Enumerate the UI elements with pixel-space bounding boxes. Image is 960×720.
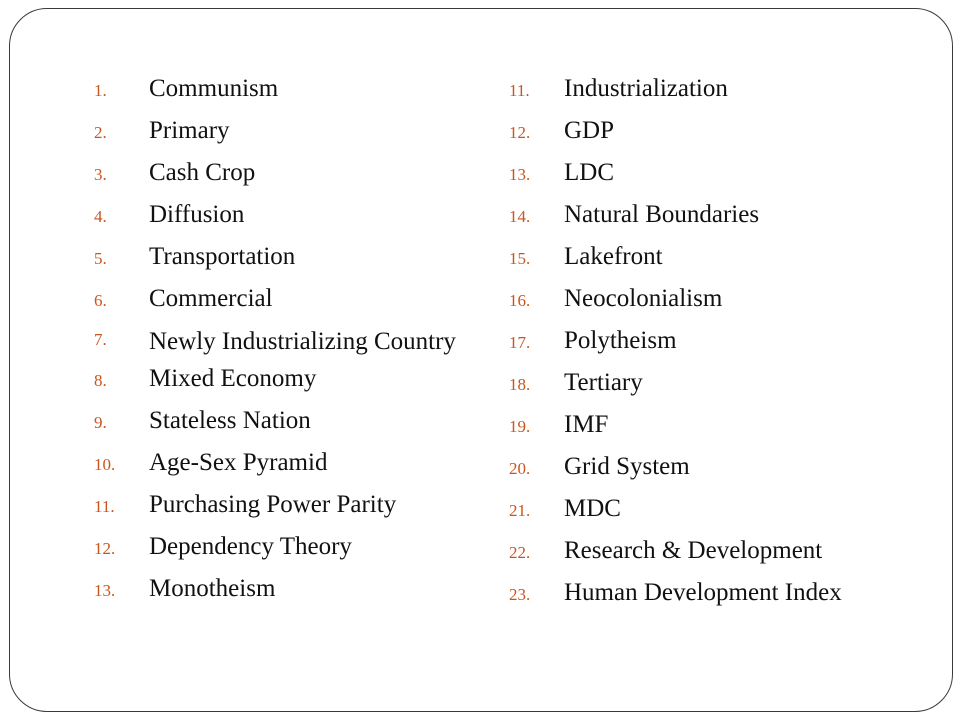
item-number: 20.: [509, 459, 531, 478]
item-number: 9.: [94, 413, 107, 432]
item-label: Purchasing Power Parity: [149, 491, 397, 518]
item-label: Dependency Theory: [149, 533, 352, 560]
item-label: Cash Crop: [149, 159, 256, 186]
item-label: Research & Development: [564, 537, 823, 564]
list-item: 4. Diffusion: [94, 201, 464, 229]
item-number: 23.: [509, 585, 531, 604]
list-item: 14. Natural Boundaries: [509, 201, 909, 229]
list-item: 7. Newly Industrializing Country: [94, 324, 464, 359]
right-term-list: 11. Industrialization 12. GDP 13. LDC 14. Na…: [509, 75, 909, 621]
item-label: Transportation: [149, 243, 296, 270]
item-label: Grid System: [564, 453, 690, 480]
list-item: 22. Research & Development: [509, 537, 909, 565]
list-item: 11. Purchasing Power Parity: [94, 491, 464, 519]
list-item: 19. IMF: [509, 411, 909, 439]
list-item: 8. Mixed Economy: [94, 365, 464, 393]
list-item: 13. LDC: [509, 159, 909, 187]
list-item: 21. MDC: [509, 495, 909, 523]
item-number: 13.: [509, 165, 531, 184]
list-item: 16. Neocolonialism: [509, 285, 909, 313]
left-term-list: 1. Communism 2. Primary 3. Cash Crop 4. Diff…: [94, 75, 464, 617]
list-item: 15. Lakefront: [509, 243, 909, 271]
item-number: 2.: [94, 123, 107, 142]
list-item: 17. Polytheism: [509, 327, 909, 355]
item-label: Age-Sex Pyramid: [149, 449, 328, 476]
item-number: 11.: [509, 81, 530, 100]
item-label: Stateless Nation: [149, 407, 311, 434]
item-number: 11.: [94, 497, 115, 516]
list-item: 18. Tertiary: [509, 369, 909, 397]
item-number: 17.: [509, 333, 531, 352]
item-label: Diffusion: [149, 201, 245, 228]
list-item: 12. Dependency Theory: [94, 533, 464, 561]
item-number: 6.: [94, 291, 107, 310]
list-item: 11. Industrialization: [509, 75, 909, 103]
item-number: 10.: [94, 455, 116, 474]
list-item: 5. Transportation: [94, 243, 464, 271]
item-label: GDP: [564, 117, 615, 144]
item-number: 12.: [94, 539, 116, 558]
item-number: 13.: [94, 581, 116, 600]
item-number: 15.: [509, 249, 531, 268]
list-item: 2. Primary: [94, 117, 464, 145]
item-number: 19.: [509, 417, 531, 436]
item-label: Neocolonialism: [564, 285, 723, 312]
list-item: 6. Commercial: [94, 285, 464, 313]
list-item: 12. GDP: [509, 117, 909, 145]
slide-frame: 1. Communism 2. Primary 3. Cash Crop 4. Diff…: [9, 8, 953, 712]
item-number: 3.: [94, 165, 107, 184]
item-number: 8.: [94, 371, 107, 390]
item-label: Newly Industrializing Country: [149, 328, 456, 355]
list-item: 23. Human Development Index: [509, 579, 909, 607]
list-item: 13. Monotheism: [94, 575, 464, 603]
item-label: Natural Boundaries: [564, 201, 760, 228]
item-label: Primary: [149, 117, 230, 144]
item-label: Polytheism: [564, 327, 677, 354]
item-number: 1.: [94, 81, 107, 100]
item-label: Commercial: [149, 285, 273, 312]
item-label: Monotheism: [149, 575, 276, 602]
item-number: 21.: [509, 501, 531, 520]
list-item: 1. Communism: [94, 75, 464, 103]
item-label: Industrialization: [564, 75, 728, 102]
item-number: 16.: [509, 291, 531, 310]
item-label: Tertiary: [564, 369, 643, 396]
item-label: Mixed Economy: [149, 365, 317, 392]
item-number: 7.: [94, 330, 107, 349]
list-item: 9. Stateless Nation: [94, 407, 464, 435]
item-number: 14.: [509, 207, 531, 226]
list-item: 20. Grid System: [509, 453, 909, 481]
item-number: 18.: [509, 375, 531, 394]
item-number: 5.: [94, 249, 107, 268]
item-label: Human Development Index: [564, 579, 842, 606]
item-number: 22.: [509, 543, 531, 562]
item-label: IMF: [564, 411, 609, 438]
item-label: MDC: [564, 495, 621, 522]
item-number: 4.: [94, 207, 107, 226]
list-item: 3. Cash Crop: [94, 159, 464, 187]
item-label: Communism: [149, 75, 279, 102]
list-item: 10. Age-Sex Pyramid: [94, 449, 464, 477]
item-label: Lakefront: [564, 243, 663, 270]
item-number: 12.: [509, 123, 531, 142]
item-label: LDC: [564, 159, 614, 186]
